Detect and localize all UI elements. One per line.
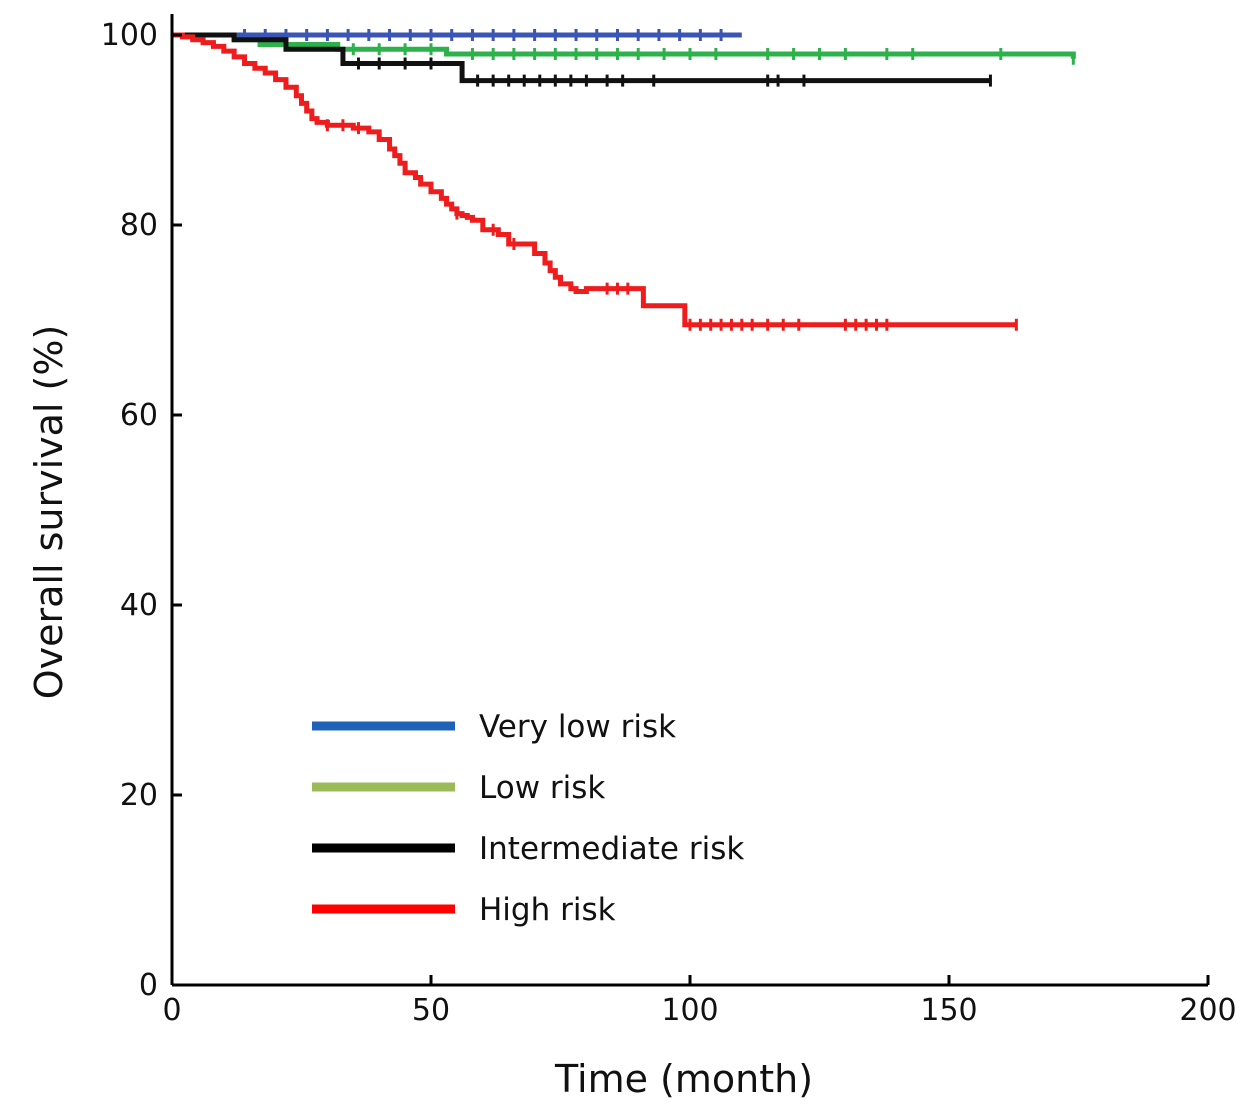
legend-label-1: Low risk [479, 770, 605, 806]
y-axis-title: Overall survival (%) [27, 325, 71, 700]
x-tick-label-4: 200 [1179, 993, 1236, 1028]
series-2 [172, 32, 992, 87]
y-tick-label-0: 0 [139, 968, 158, 1003]
x-tick-label-1: 50 [412, 993, 450, 1028]
legend-label-3: High risk [479, 892, 616, 928]
y-tick-label-5: 100 [101, 18, 158, 53]
series-3 [172, 32, 1018, 331]
y-tick-label-2: 40 [120, 588, 158, 623]
x-tick-label-2: 100 [661, 993, 718, 1028]
x-tick-label-0: 0 [162, 993, 181, 1028]
series-layer [172, 29, 1076, 331]
legend-label-0: Very low risk [479, 709, 676, 745]
y-tick-label-4: 80 [120, 208, 158, 243]
x-tick-label-3: 150 [920, 993, 977, 1028]
legend-label-2: Intermediate risk [479, 831, 744, 867]
y-tick-label-1: 20 [120, 778, 158, 813]
legend: Very low risk Low risk Intermediate risk Hi… [312, 709, 744, 928]
x-axis-title: Time (month) [554, 1057, 813, 1101]
series-line-2 [172, 32, 991, 84]
ticks-layer: 0 50 100 150 200 0 20 40 60 80 100 [101, 18, 1237, 1028]
y-tick-label-3: 60 [120, 398, 158, 433]
series-line-3 [172, 32, 1017, 328]
